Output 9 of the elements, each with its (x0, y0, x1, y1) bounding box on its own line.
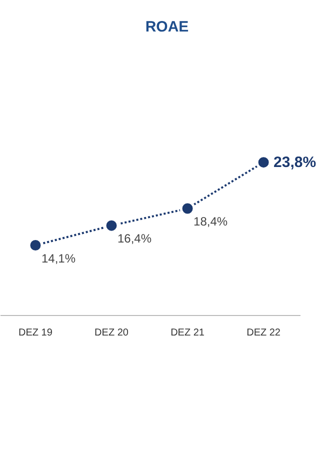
chart-title: ROAE (145, 18, 189, 36)
x-tick-label: DEZ 22 (246, 328, 281, 338)
data-label: 18,4% (194, 214, 228, 228)
x-tick-label: DEZ 19 (18, 328, 53, 338)
x-tick-label: DEZ 20 (94, 328, 129, 338)
data-label: 23,8% (274, 154, 316, 171)
x-tick-label: DEZ 21 (170, 328, 205, 338)
data-label: 16,4% (118, 232, 152, 246)
data-label: 14,1% (41, 251, 76, 266)
